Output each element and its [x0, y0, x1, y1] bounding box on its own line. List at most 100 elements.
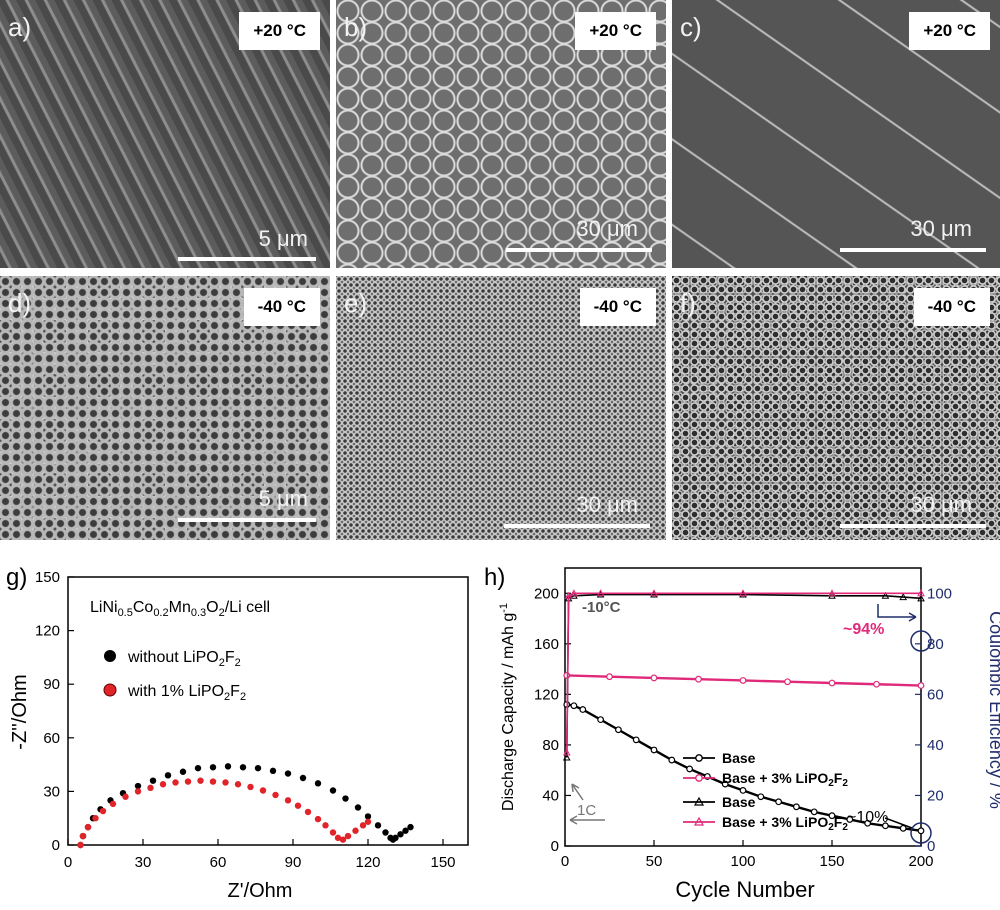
data-point-without: [329, 787, 337, 794]
data-point-1: [606, 673, 613, 681]
data-point-with: [99, 807, 107, 815]
data-point-0: [864, 819, 871, 827]
x-axis-title: Z'/Ohm: [228, 880, 293, 902]
y-axis-title-left: Discharge Capacity / mAh g-1: [498, 603, 517, 811]
scale-text: 5 μm: [258, 486, 308, 511]
legend: Base Base + 3% LiPO2F2 Base Base + 3% LiPO2…: [683, 750, 848, 833]
data-point-2: [899, 593, 908, 601]
scale-bar: [506, 248, 652, 252]
sem-panel-c: c) +20 °C 30 μm: [672, 0, 1000, 268]
temp-annotation: -10°C: [582, 599, 621, 616]
data-point-with: [259, 787, 267, 794]
data-point-without: [269, 767, 277, 775]
data-point-1: [695, 675, 702, 683]
y-tick-label: 30: [43, 783, 60, 800]
data-point-without: [397, 831, 404, 838]
scale-text: 30 μm: [576, 216, 638, 241]
temperature-label: +20 °C: [575, 12, 656, 50]
sem-panel-d: d) -40 °C 5 μm: [0, 276, 330, 540]
panel-label: d): [8, 288, 32, 318]
sem-panel-b: b) +20 °C 30 μm: [336, 0, 666, 268]
data-point-0: [668, 756, 676, 764]
data-point-0: [757, 793, 765, 801]
scale-text: 30 μm: [576, 492, 638, 517]
data-point-1: [563, 672, 571, 679]
data-point-without: [392, 834, 399, 842]
panel-label: e): [344, 288, 368, 318]
sem-panel-e: e) -40 °C 30 μm: [336, 276, 666, 540]
temperature-label: -40 °C: [913, 288, 990, 326]
data-point-0: [917, 827, 925, 835]
data-point-with: [314, 815, 322, 823]
y-axis-title: -Z''/Ohm: [9, 674, 31, 749]
data-point-with: [197, 777, 204, 784]
rate-axis-arrow: [569, 815, 605, 825]
data-point-with: [352, 827, 359, 834]
data-point-with: [84, 823, 92, 831]
scale-bar: [178, 518, 316, 522]
data-point-1: [828, 679, 836, 687]
y-tick-label-left: 200: [534, 585, 559, 602]
x-axis-title: Cycle Number: [675, 877, 814, 902]
data-point-with: [329, 829, 337, 836]
panel-label: c): [680, 12, 702, 42]
y-tick-label: 150: [35, 569, 60, 586]
data-point-with: [339, 836, 347, 843]
data-point-with: [92, 815, 99, 822]
x-tick-label: 100: [730, 853, 755, 870]
rate-annotation: 1C: [577, 802, 596, 819]
data-point-0: [597, 716, 604, 724]
y-tick-label-left: 80: [542, 737, 559, 754]
legend-label: Base: [722, 750, 756, 766]
series-line-0: [566, 703, 922, 833]
temperature-label: +20 °C: [909, 12, 990, 50]
data-point-0: [579, 706, 587, 713]
y-tick-label-left: 120: [534, 686, 559, 703]
data-point-0: [721, 780, 729, 788]
legend-label: Base + 3% LiPO2F2: [722, 814, 848, 833]
data-point-0: [686, 765, 693, 773]
data-point-without: [342, 795, 349, 802]
data-point-without: [164, 772, 172, 779]
legend-label: Base + 3% LiPO2F2: [722, 770, 848, 789]
data-point-without: [374, 822, 382, 829]
data-point-with: [272, 791, 279, 799]
data-point-with: [222, 779, 229, 786]
scale-bar: [840, 248, 986, 252]
data-point-with: [209, 778, 217, 785]
y-tick-label: 90: [43, 676, 60, 693]
retention-high-annotation: ~94%: [843, 621, 884, 638]
data-point-with: [247, 783, 254, 791]
y-tick-label: 60: [43, 730, 60, 747]
data-point-without: [402, 827, 409, 834]
data-point-with: [234, 781, 242, 788]
data-point-2: [739, 590, 747, 598]
data-point-1: [739, 677, 747, 684]
y-tick-label-left: 0: [551, 838, 559, 855]
x-tick-label: 200: [908, 853, 933, 870]
data-point-2: [650, 590, 658, 598]
highlight-circle-high: [910, 630, 932, 652]
data-point-0: [882, 822, 889, 830]
cell-annotation: LiNi0.5Co0.2Mn0.3O2/Li cell: [90, 599, 270, 619]
y-tick-label-right: 60: [927, 686, 944, 703]
scale-bar: [504, 524, 650, 528]
data-point-with: [322, 822, 329, 829]
x-tick-label: 50: [646, 853, 663, 870]
y-axis-title-right: Coulombic Efficiency / %: [986, 611, 1000, 809]
data-point-without: [209, 764, 217, 771]
y-tick-label-left: 40: [542, 787, 559, 804]
panel-label: g): [6, 564, 27, 591]
data-point-with: [334, 834, 342, 842]
rate-arrow: [571, 783, 584, 801]
data-point-with: [109, 800, 117, 808]
data-point-0: [899, 824, 907, 832]
scale-bar: [840, 524, 986, 528]
data-point-without: [382, 829, 389, 836]
data-point-with: [134, 788, 142, 795]
panel-label: h): [484, 564, 505, 591]
y-axis-title-sup: -1: [498, 603, 510, 613]
data-point-3: [828, 589, 836, 597]
data-point-without: [354, 804, 362, 811]
data-point-1: [650, 674, 658, 682]
